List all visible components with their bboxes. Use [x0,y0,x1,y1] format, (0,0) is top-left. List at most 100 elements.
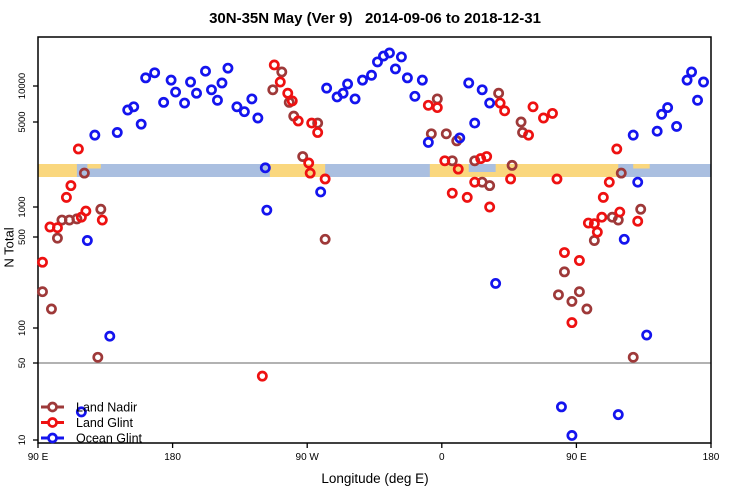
highlight-band-notch [468,164,496,172]
data-point-ocean-glint [641,329,653,341]
data-point-ocean-glint [342,78,354,90]
data-point-ocean-glint [158,96,170,108]
data-point-land-glint [484,201,496,213]
x-tick-label: 0 [439,452,445,463]
data-point-land-glint [72,143,84,155]
data-point-land-glint [431,102,443,114]
data-point-land-glint [439,155,451,167]
data-point-ocean-glint [149,67,161,79]
data-point-ocean-glint [612,409,624,421]
data-point-land-glint [481,151,493,162]
data-point-ocean-glint [389,63,401,75]
data-point-land-glint [582,217,594,229]
data-point-land-glint [558,247,570,258]
data-point-land-nadir [276,66,288,78]
highlight-band-speckle [633,164,650,169]
data-point-land-glint [551,173,563,185]
data-point-ocean-glint [656,108,668,120]
data-point-land-nadir [92,351,104,363]
data-point-ocean-glint [618,233,630,245]
data-point-land-nadir [425,128,437,140]
data-point-ocean-glint [89,129,101,141]
data-point-ocean-glint [261,204,273,216]
data-point-ocean-glint [179,97,191,109]
data-point-land-glint [282,87,294,99]
x-tick-label: 90 E [28,452,49,463]
data-point-ocean-glint [651,125,663,137]
data-point-land-glint [51,222,63,234]
y-tick-label: 500 [17,229,28,245]
data-point-ocean-glint [231,101,243,113]
data-point-land-glint [588,218,600,230]
data-point-land-glint [37,256,48,268]
data-point-land-glint [304,167,316,179]
data-point-ocean-glint [384,47,395,59]
data-point-ocean-glint [128,101,140,113]
data-point-land-glint [499,105,511,117]
y-tick-label: 1000 [17,196,28,217]
data-point-land-glint [422,99,434,111]
data-point-ocean-glint [238,106,250,118]
data-point-land-nadir [553,289,564,301]
y-tick-label: 10000 [17,73,28,99]
data-point-ocean-glint [671,120,683,132]
data-point-land-nadir [297,151,309,162]
data-point-land-nadir [581,303,593,315]
y-tick-label: 100 [17,320,28,336]
legend-marker [47,417,58,428]
data-point-land-nadir [615,167,627,179]
highlight-band-speckle [87,164,101,169]
data-point-ocean-glint [185,76,196,88]
y-tick-label: 5000 [17,111,28,132]
data-point-land-nadir [515,116,527,128]
data-point-ocean-glint [165,74,177,86]
data-point-land-glint [452,163,464,175]
data-point-ocean-glint [395,51,407,63]
data-point-ocean-glint [484,97,496,109]
data-point-land-glint [65,180,77,192]
x-tick-label: 180 [164,452,181,463]
data-point-land-glint [286,95,298,107]
data-point-land-glint [306,117,318,129]
data-point-ocean-glint [476,84,488,96]
data-point-ocean-glint [81,235,93,246]
data-point-land-glint [461,191,473,203]
data-point-land-glint [303,157,315,169]
data-point-land-glint [566,317,578,329]
data-point-ocean-glint [191,87,202,99]
data-point-ocean-glint [401,72,413,84]
data-point-land-nadir [431,93,443,105]
data-point-ocean-glint [555,401,567,413]
data-point-land-glint [632,215,644,227]
highlight-band-yellow-segment [269,164,326,177]
data-point-land-glint [75,211,87,223]
data-point-land-glint [312,127,324,138]
legend-marker [47,432,58,444]
data-point-ocean-glint [206,84,217,96]
data-point-ocean-glint [111,127,123,138]
data-point-land-nadir [588,235,600,246]
data-point-land-glint [523,129,534,141]
data-point-ocean-glint [662,102,674,114]
data-point-land-nadir [493,87,505,99]
data-point-land-nadir [573,286,585,298]
data-point-ocean-glint [135,118,147,130]
data-point-ocean-glint [252,112,264,124]
data-point-ocean-glint [349,93,361,105]
data-point-land-glint [505,173,517,185]
data-point-land-nadir [635,203,647,215]
data-point-land-nadir [46,303,57,315]
data-point-land-glint [603,176,615,188]
y-axis-label: N Total [1,227,17,268]
data-point-land-glint [573,255,585,266]
data-point-ocean-glint [490,277,502,289]
data-point-land-nadir [267,84,279,96]
x-axis-label: Longitude (deg E) [321,471,429,486]
data-point-land-nadir [440,128,452,140]
chart-title: 30N-35N May (Ver 9) 2014-09-06 to 2018-1… [209,10,541,27]
data-point-ocean-glint [566,429,578,441]
x-tick-label: 90 W [296,452,320,463]
highlight-band-yellow-segment [38,164,77,177]
data-point-land-glint [597,191,609,203]
